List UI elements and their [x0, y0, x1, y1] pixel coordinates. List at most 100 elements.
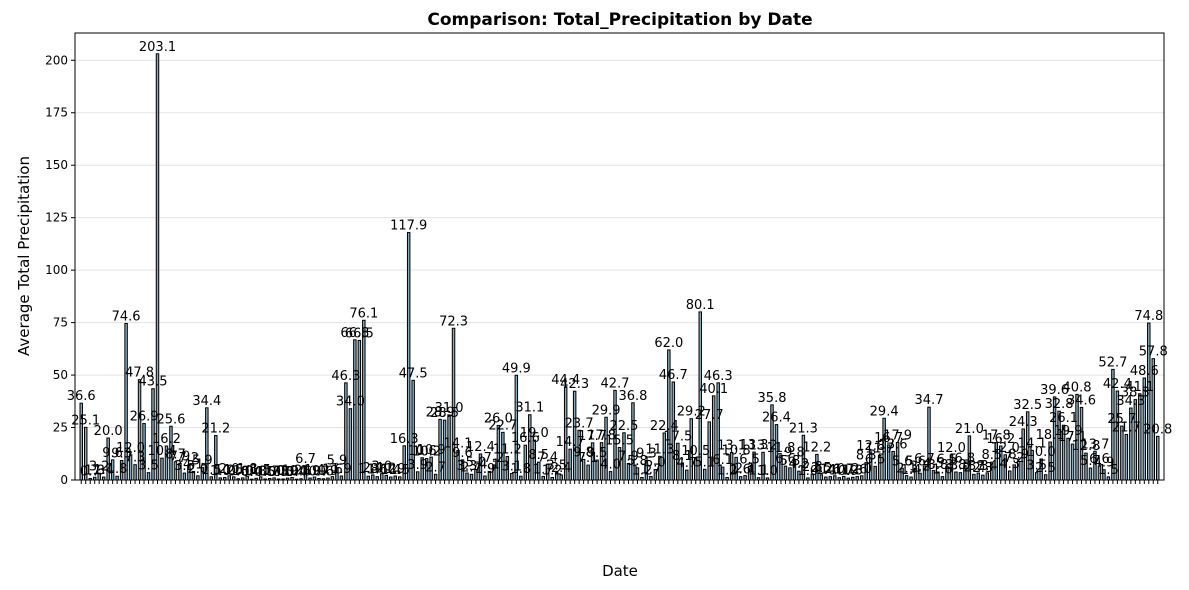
data-label-174: 2.0 — [851, 462, 872, 477]
y-tick-label-2: 50 — [53, 368, 68, 382]
grid-lines — [75, 59, 1164, 481]
y-tick-label-0: 0 — [60, 473, 68, 487]
bar-61 — [353, 339, 357, 481]
data-label-13: 47.8 — [125, 366, 154, 381]
data-label-61: 66.8 — [340, 326, 369, 341]
data-label-90: 1.9 — [475, 462, 496, 477]
data-label-52: 1.4 — [304, 463, 325, 478]
data-label-236: 41.1 — [1125, 380, 1154, 395]
data-label-235: 38.3 — [1121, 386, 1150, 401]
data-label-58: 1.9 — [331, 462, 352, 477]
data-label-3: 1.3 — [84, 463, 105, 478]
data-label-187: 3.2 — [910, 459, 931, 474]
data-label-33: 2.0 — [219, 462, 240, 477]
data-label-210: 24.3 — [1009, 415, 1038, 430]
data-label-126: 9.3 — [636, 446, 657, 461]
data-label-208: 7.2 — [1004, 451, 1025, 466]
data-label-26: 2.0 — [188, 462, 209, 477]
data-label-50: 6.7 — [295, 452, 316, 467]
data-label-122: 7.9 — [618, 449, 639, 464]
data-label-176: 12.8 — [856, 439, 885, 454]
data-label-171: 0.9 — [838, 464, 859, 479]
data-label-164: 12.2 — [802, 440, 831, 455]
data-label-76: 10.6 — [408, 444, 437, 459]
data-label-72: 16.3 — [390, 432, 419, 447]
data-label-29: 1.5 — [201, 463, 222, 478]
data-label-39: 0.8 — [246, 464, 267, 479]
data-label-86: 3.3 — [457, 459, 478, 474]
data-label-17: 203.1 — [139, 40, 176, 55]
data-label-34: 1.5 — [223, 463, 244, 478]
data-label-6: 20.0 — [94, 424, 123, 439]
data-label-12: 7.3 — [125, 451, 146, 466]
data-label-183: 5.6 — [892, 454, 913, 469]
data-label-147: 1.6 — [730, 463, 751, 478]
data-label-25: 4.1 — [183, 457, 204, 472]
y-axis-ticks: 0 25 50 75 100 125 150 175 200 — [45, 53, 75, 487]
data-label-129: 11.3 — [645, 442, 674, 457]
data-label-96: 3.1 — [502, 459, 523, 474]
data-label-135: 4.7 — [676, 456, 697, 471]
data-label-30: 21.2 — [201, 422, 230, 437]
data-label-110: 42.3 — [560, 377, 589, 392]
data-label-120: 15.5 — [605, 433, 634, 448]
data-label-159: 9.8 — [784, 445, 805, 460]
data-label-0: 36.6 — [67, 389, 96, 404]
data-label-95: 11.2 — [493, 443, 522, 458]
data-label-165: 2.5 — [811, 461, 832, 476]
data-label-37: 1.8 — [237, 462, 258, 477]
data-label-154: 35.8 — [758, 391, 787, 406]
data-label-31: 1.0 — [210, 464, 231, 479]
data-label-149: 6.5 — [739, 452, 760, 467]
data-label-168: 2.0 — [824, 462, 845, 477]
data-label-14: 26.9 — [130, 410, 159, 425]
data-label-41: 0.5 — [255, 465, 276, 480]
data-label-62: 66.5 — [345, 326, 374, 341]
data-label-15: 3.5 — [138, 459, 159, 474]
data-label-170: 1.7 — [833, 462, 854, 477]
data-label-157: 6.6 — [775, 452, 796, 467]
data-label-119: 42.7 — [601, 376, 630, 391]
data-label-81: 28.5 — [430, 406, 459, 421]
bar-135 — [685, 469, 689, 481]
data-label-138: 80.1 — [686, 298, 715, 313]
y-tick-label-8: 200 — [45, 53, 68, 67]
data-label-175: 8.3 — [856, 449, 877, 464]
data-label-21: 8.7 — [165, 448, 186, 463]
data-label-207: 4.3 — [999, 457, 1020, 472]
data-label-155: 26.4 — [762, 411, 791, 426]
data-label-123: 36.8 — [618, 389, 647, 404]
data-label-84: 14.1 — [444, 436, 473, 451]
data-label-43: 1.0 — [264, 464, 285, 479]
data-label-80: 28.9 — [426, 405, 455, 420]
data-label-125: 1.2 — [632, 463, 653, 478]
data-label-9: 9.3 — [111, 446, 132, 461]
data-label-151: 1.1 — [748, 464, 769, 479]
data-label-101: 19.0 — [520, 426, 549, 441]
data-label-57: 5.9 — [327, 454, 348, 469]
data-label-226: 13.7 — [1080, 437, 1109, 452]
data-label-108: 44.4 — [551, 373, 580, 388]
data-label-59: 46.3 — [331, 369, 360, 384]
data-label-133: 17.5 — [663, 429, 692, 444]
data-label-18: 10.4 — [148, 444, 177, 459]
bar-207 — [1008, 470, 1012, 481]
data-label-145: 13.1 — [717, 439, 746, 454]
data-label-115: 9.5 — [587, 446, 608, 461]
data-label-45: 0.5 — [273, 465, 294, 480]
data-label-204: 17.8 — [982, 429, 1011, 444]
data-label-85: 9.6 — [452, 446, 473, 461]
data-label-206: 12.0 — [991, 441, 1020, 456]
data-label-88: 5.0 — [466, 456, 487, 471]
data-label-100: 31.1 — [515, 401, 544, 416]
data-label-19: 16.2 — [152, 432, 181, 447]
data-label-63: 76.1 — [349, 306, 378, 321]
data-label-23: 3.3 — [174, 459, 195, 474]
data-label-240: 20.8 — [1143, 422, 1172, 437]
data-label-103: 1.7 — [533, 462, 554, 477]
data-label-191: 3.8 — [928, 458, 949, 473]
data-label-185: 1.4 — [901, 463, 922, 478]
data-label-27: 5.9 — [192, 454, 213, 469]
data-label-89: 12.4 — [466, 440, 495, 455]
data-label-114: 17.7 — [578, 429, 607, 444]
